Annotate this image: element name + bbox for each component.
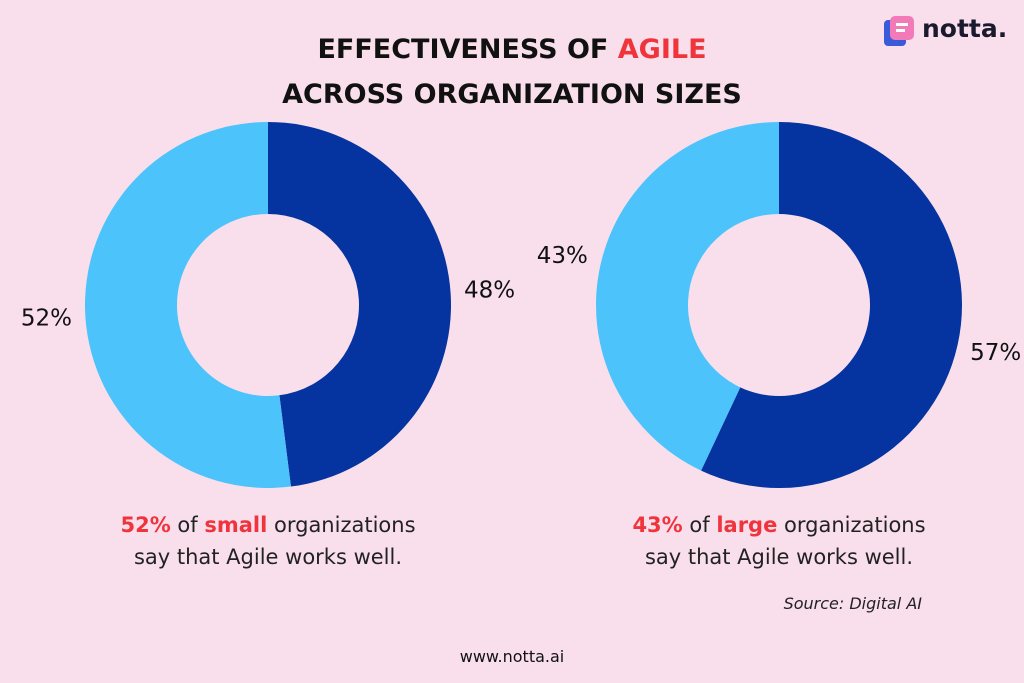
donut-segment — [268, 122, 452, 487]
title-highlight: AGILE — [617, 34, 707, 65]
caption-text: of — [689, 513, 710, 537]
value-label: 57% — [970, 340, 1021, 366]
caption: 52% of small organizations say that Agil… — [58, 509, 478, 573]
caption-highlight: large — [716, 513, 778, 537]
donut-segment — [85, 122, 291, 488]
caption-value: 52% — [120, 513, 171, 537]
logo-icon — [884, 16, 916, 46]
value-label: 48% — [464, 278, 515, 304]
value-label: 52% — [21, 305, 72, 331]
value-label: 43% — [537, 243, 588, 269]
title-line: EFFECTIVENESS OF AGILE — [0, 34, 1024, 65]
caption-value: 43% — [632, 513, 683, 537]
caption-line: 52% of small organizations — [58, 509, 478, 541]
caption-line: 43% of large organizations — [569, 509, 989, 541]
footer: www.notta.ai — [459, 647, 565, 666]
caption-text: of — [177, 513, 198, 537]
title-text: EFFECTIVENESS OF — [317, 34, 609, 65]
caption-text: organizations — [784, 513, 926, 537]
source: Source: Digital AI — [783, 594, 922, 613]
donut-segment — [701, 122, 963, 488]
caption: 43% of large organizations say that Agil… — [569, 509, 989, 573]
logo-text: notta. — [922, 14, 1008, 43]
caption-highlight: small — [204, 513, 268, 537]
caption-line: say that Agile works well. — [644, 545, 914, 569]
caption-line: say that Agile works well. — [133, 545, 403, 569]
title-line: ACROSS ORGANIZATION SIZES — [282, 79, 742, 110]
donut-segment — [596, 121, 779, 471]
caption-text: organizations — [274, 513, 416, 537]
